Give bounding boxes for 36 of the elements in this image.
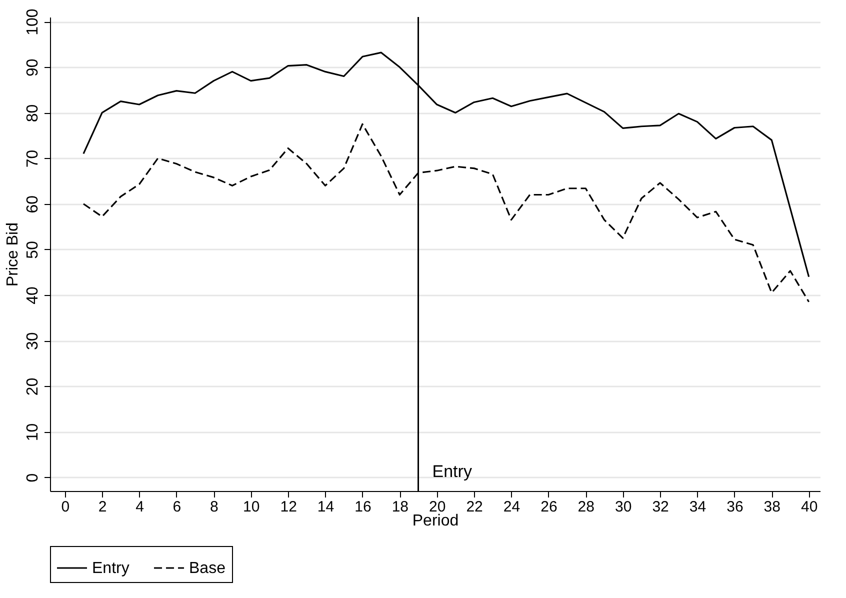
x-tick-label: 38 <box>764 498 780 516</box>
x-tick-label: 16 <box>354 498 372 516</box>
y-tick-label: 50 <box>24 240 42 259</box>
y-axis-title: Price Bid <box>4 222 22 287</box>
x-tick-label: 0 <box>61 498 70 516</box>
y-tick-label: 40 <box>24 286 42 304</box>
legend-label: Base <box>189 560 226 577</box>
y-tick-label: 20 <box>24 378 42 396</box>
y-tick-label: 90 <box>24 58 42 77</box>
x-tick-label: 4 <box>136 498 144 516</box>
ref-line-label: Entry <box>432 462 472 481</box>
x-tick-label: 14 <box>317 498 334 516</box>
x-tick-label: 34 <box>689 498 706 516</box>
x-tick-label: 10 <box>243 498 260 516</box>
x-tick-label: 28 <box>578 498 594 516</box>
x-tick-label: 24 <box>503 498 520 516</box>
y-tick-label: 0 <box>24 473 42 482</box>
x-tick-label: 8 <box>210 498 218 516</box>
x-tick-label: 6 <box>172 498 182 516</box>
x-tick-label: 36 <box>726 498 744 516</box>
y-tick-label: 80 <box>24 104 42 122</box>
x-tick-label: 32 <box>652 498 669 516</box>
y-tick-label: 30 <box>24 332 42 350</box>
y-tick-label: 10 <box>24 423 42 442</box>
x-tick-label: 30 <box>615 498 632 516</box>
y-tick-label: 60 <box>24 195 42 214</box>
x-tick-label: 26 <box>540 498 558 516</box>
x-axis-title: Period <box>412 512 459 530</box>
x-tick-label: 2 <box>98 498 107 516</box>
y-tick-label: 100 <box>24 8 42 36</box>
y-tick-label: 70 <box>24 150 42 168</box>
legend-label: Entry <box>92 560 130 577</box>
x-tick-label: 12 <box>280 498 297 516</box>
x-tick-label: 22 <box>466 498 483 516</box>
x-tick-label: 18 <box>392 498 409 516</box>
x-tick-label: 40 <box>800 498 818 516</box>
